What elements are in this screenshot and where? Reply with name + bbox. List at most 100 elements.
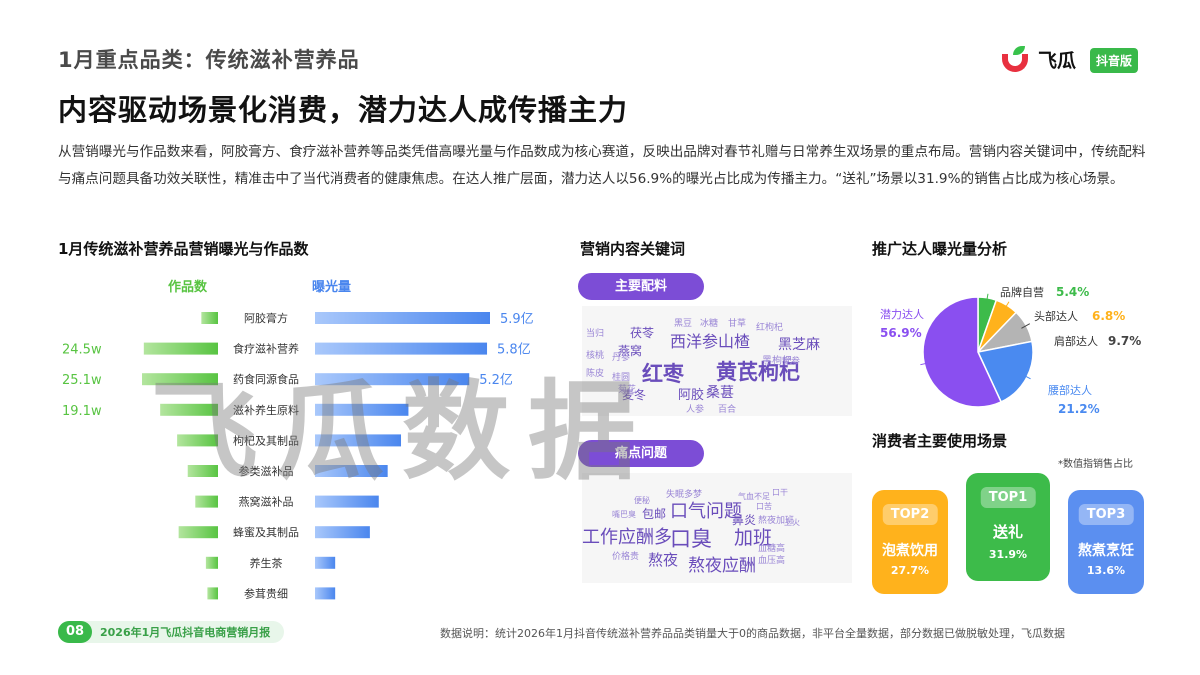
logo-brand-text: 飞瓜	[1038, 50, 1077, 72]
works-value-label: 24.5w	[62, 343, 102, 358]
keyword: 人参	[686, 405, 705, 415]
pain-points-word-cloud: 工作应酬多 口臭 加班 口气问题 熬夜应酬 熬夜 鼻炎 包邮 熬夜加班 血糖高 血压高 失眠多梦 价格贵…	[582, 473, 852, 583]
bar-chart-title: 1月传统滋补营养品营销曝光与作品数	[58, 240, 309, 258]
works-bar	[187, 465, 218, 477]
keyword: 熬夜	[648, 551, 679, 569]
logo-badge: 抖音版	[1090, 48, 1139, 73]
leader-line	[1021, 374, 1031, 380]
keyword: 口气问题	[670, 501, 742, 522]
keyword: 包邮	[642, 507, 667, 521]
feigua-logo-icon	[1000, 46, 1032, 74]
exposure-value-label: 5.2亿	[479, 373, 513, 388]
keyword: 黑芝麻	[778, 337, 820, 353]
category-label: 药食同源食品	[233, 372, 299, 386]
category-label: 参茸贵细	[244, 586, 288, 600]
keyword: 冰糖	[700, 319, 719, 329]
page-title: 内容驱动场景化消费，潜力达人成传播主力	[58, 93, 629, 127]
keyword: 百合	[718, 405, 737, 415]
keyword: 党参	[782, 357, 801, 367]
works-bar	[205, 556, 218, 569]
leader-line	[1003, 301, 1010, 311]
leader-line	[920, 362, 930, 366]
category-label: 滋补养生原料	[233, 403, 299, 417]
keyword: 当归	[586, 329, 605, 339]
leader-line	[1021, 323, 1031, 329]
category-label: 枸杞及其制品	[233, 433, 299, 447]
keyword: 鼻炎	[732, 513, 757, 527]
right-series-label: 曝光量	[312, 280, 352, 295]
keyword: 口臭	[670, 527, 712, 551]
influencer-exposure-pie-chart: 品牌自营 5.4% 头部达人 6.8% 肩部达人 9.7% 腰部达人 21.2% 潜力达人 56.…	[880, 285, 1141, 416]
exposure-bar	[315, 587, 336, 600]
data-source-note: 数据说明：统计2026年1月抖音传统滋补营养品品类销量大于0的商品数据，非平台全…	[440, 627, 1065, 640]
exposure-bar	[315, 526, 370, 539]
keyword: 桑葚	[706, 385, 734, 401]
report-name: 2026年1月飞瓜抖音电商营销月报	[100, 626, 271, 639]
exposure-value-label: 5.9亿	[500, 312, 534, 327]
category-label: 食疗滋补营养	[233, 342, 299, 356]
works-bar	[143, 342, 218, 355]
category-label: 蜂蜜及其制品	[233, 525, 299, 539]
works-bar	[207, 587, 218, 600]
intro-paragraph: 从营销曝光与作品数来看，阿胶膏方、食疗滋补营养等品类凭借高曝光量与作品数成为核心…	[58, 144, 1146, 187]
exposure-bar	[315, 465, 388, 477]
works-value-label: 19.1w	[62, 404, 102, 419]
keyword: 黑豆	[674, 319, 693, 329]
keyword: 红枸杞	[756, 323, 784, 333]
pie-value-label: 56.9%	[880, 326, 922, 340]
footer-report-pill: 08 2026年1月飞瓜抖音电商营销月报	[58, 621, 285, 643]
keyword: 嘴巴臭	[612, 510, 636, 519]
works-bar	[142, 373, 218, 386]
exposure-bar	[315, 312, 490, 324]
scenes-title: 消费者主要使用场景	[872, 432, 1008, 450]
section-kicker: 1月重点品类：传统滋补营养品	[58, 48, 360, 72]
pie-chart-title: 推广达人曝光量分析	[872, 240, 1008, 258]
scene-name: 熬煮烹饪	[1078, 543, 1134, 559]
pie-label: 潜力达人	[880, 307, 924, 321]
exposure-bar	[315, 434, 402, 447]
keyword: 甘草	[728, 319, 747, 329]
pain-points-pill: 痛点问题	[578, 440, 704, 467]
exposure-bar	[315, 403, 409, 416]
keyword: 阿胶	[678, 388, 705, 403]
keyword: 口干	[772, 488, 788, 497]
pie-value-label: 9.7%	[1108, 334, 1141, 348]
keyword: 黑枸杞	[762, 356, 792, 367]
works-bar	[178, 526, 218, 539]
exposure-bar	[315, 495, 379, 508]
exposure-bar	[315, 556, 336, 569]
keyword: 血糖高	[758, 544, 786, 554]
keyword: 口苦	[756, 502, 772, 511]
category-label: 阿胶膏方	[244, 311, 288, 325]
works-bar	[160, 403, 218, 416]
left-series-label: 作品数	[168, 280, 208, 295]
keyword: 丹参	[612, 353, 631, 363]
page-number: 08	[58, 621, 92, 643]
keyword: 红枣	[642, 362, 684, 386]
keyword: 茯苓	[630, 326, 655, 340]
pie-value-label: 5.4%	[1056, 285, 1089, 299]
exposure-bar	[315, 373, 470, 386]
scene-card-top1: TOP1 送礼 31.9%	[966, 473, 1050, 581]
keyword: 加班	[734, 527, 773, 549]
category-label: 养生茶	[250, 556, 283, 570]
keyword: 菊花	[618, 385, 637, 395]
scene-rank: TOP3	[1078, 504, 1134, 525]
scenes-note: *数值指销售占比	[1058, 459, 1133, 470]
pie-label: 腰部达人	[1048, 383, 1092, 397]
pie-value-label: 21.2%	[1058, 402, 1100, 416]
scene-value: 31.9%	[988, 548, 1028, 561]
keyword: 工作应酬多	[582, 527, 672, 548]
keyword: 黄芪枸杞	[716, 360, 800, 384]
exposure-bar	[315, 342, 488, 355]
pie-label: 头部达人	[1034, 309, 1078, 323]
scene-card-top3: TOP3 熬煮烹饪 13.6%	[1068, 490, 1144, 594]
keyword: 陈皮	[586, 369, 605, 379]
scene-name: 泡煮饮用	[882, 543, 938, 559]
keyword: 失眠多梦	[666, 490, 703, 500]
keyword: 桂圆	[612, 373, 631, 383]
keyword: 上火	[784, 518, 800, 527]
works-bar	[201, 312, 218, 324]
pie-label: 品牌自营	[1000, 285, 1044, 299]
